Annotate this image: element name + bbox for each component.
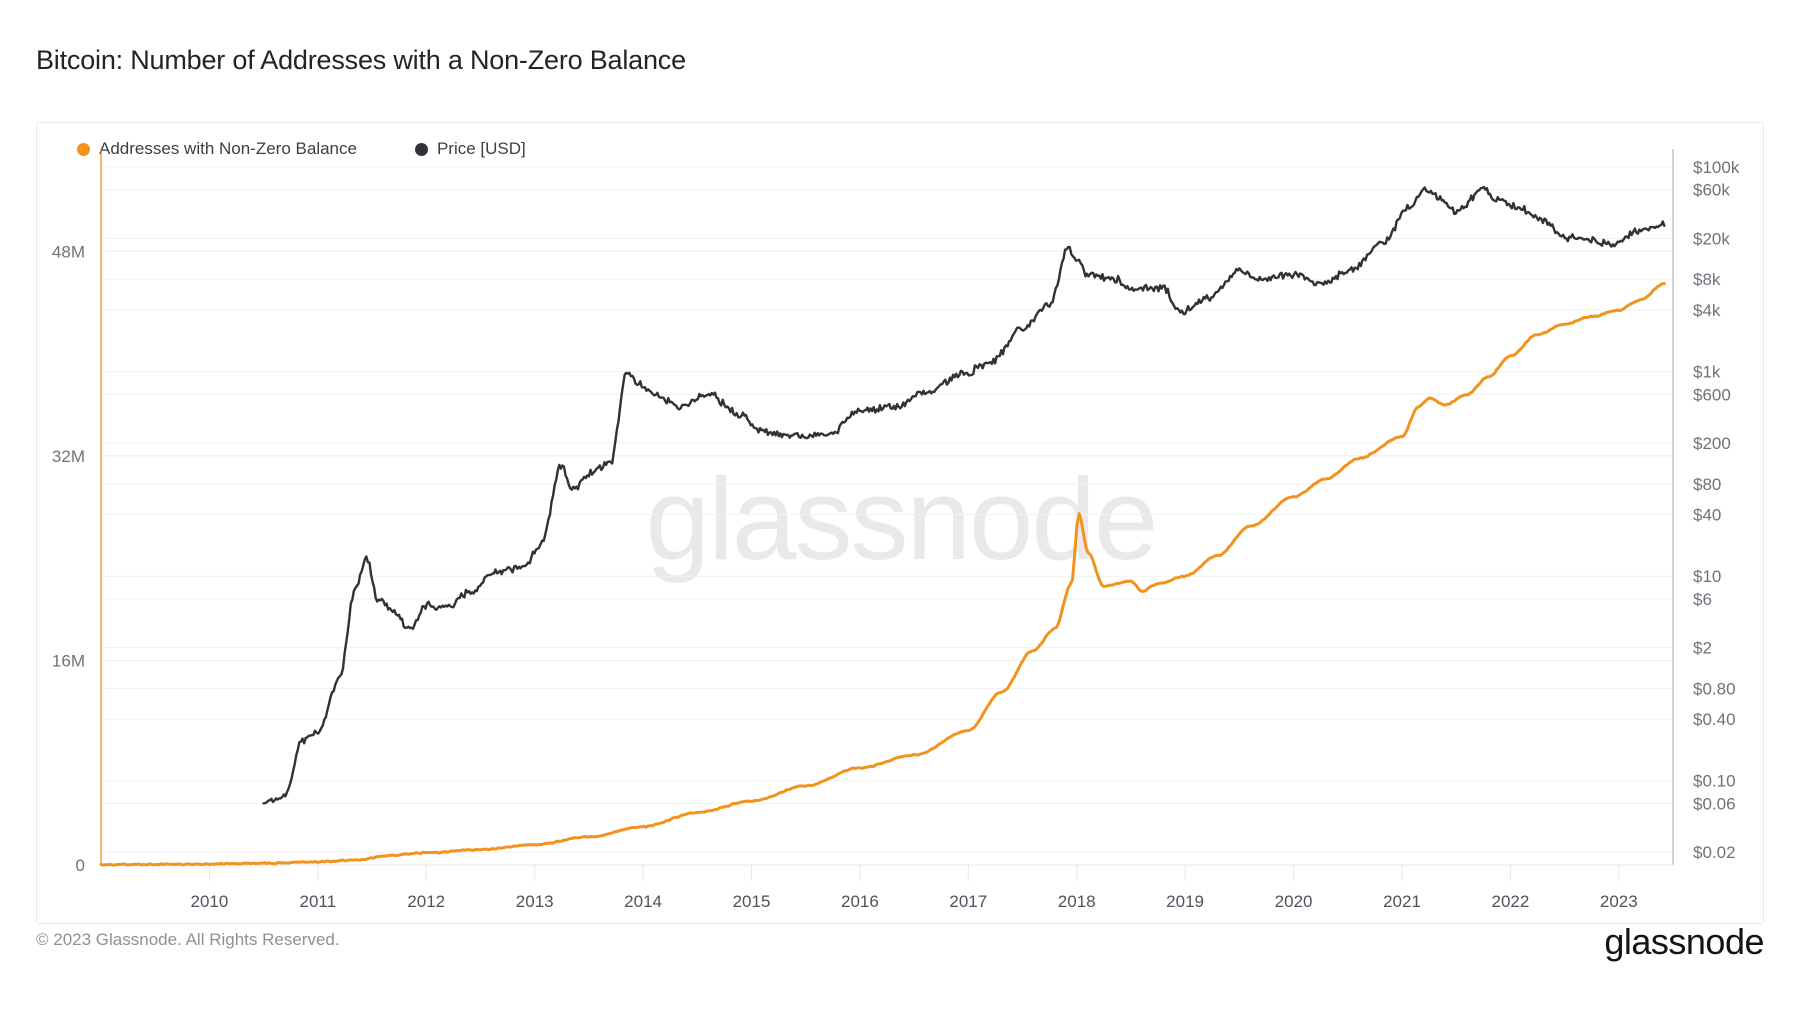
legend-item-price[interactable]: Price [USD] — [414, 139, 526, 159]
footer-copyright: © 2023 Glassnode. All Rights Reserved. — [36, 930, 340, 949]
plot-area[interactable]: glassnode 0 16M 32M 48M $0.02 $0.06 $0.10 $0.40… — [37, 123, 1765, 925]
svg-text:$600: $600 — [1693, 385, 1731, 404]
svg-text:$0.06: $0.06 — [1693, 794, 1736, 813]
svg-text:$6: $6 — [1693, 590, 1712, 609]
svg-text:48M: 48M — [52, 242, 85, 261]
page-title: Bitcoin: Number of Addresses with a Non-… — [36, 45, 686, 75]
svg-text:$0.10: $0.10 — [1693, 772, 1736, 791]
svg-text:$2: $2 — [1693, 639, 1712, 658]
circle-dot-icon — [414, 142, 428, 156]
svg-text:$20k: $20k — [1693, 230, 1730, 249]
svg-text:$0.02: $0.02 — [1693, 843, 1736, 862]
svg-text:16M: 16M — [52, 651, 85, 670]
svg-text:2021: 2021 — [1383, 892, 1421, 911]
svg-text:2020: 2020 — [1275, 892, 1313, 911]
svg-text:$100k: $100k — [1693, 158, 1740, 177]
legend-label-addresses: Addresses with Non-Zero Balance — [99, 139, 357, 158]
svg-text:2018: 2018 — [1058, 892, 1096, 911]
svg-text:2015: 2015 — [733, 892, 771, 911]
svg-text:$60k: $60k — [1693, 181, 1730, 200]
legend-item-addresses[interactable]: Addresses with Non-Zero Balance — [77, 139, 357, 159]
svg-text:2014: 2014 — [624, 892, 662, 911]
chart-svg: 0 16M 32M 48M $0.02 $0.06 $0.10 $0.40 $0.80 $2 $6 $… — [52, 149, 1740, 911]
svg-text:$10: $10 — [1693, 567, 1721, 586]
svg-text:$40: $40 — [1693, 506, 1721, 525]
svg-text:2023: 2023 — [1600, 892, 1638, 911]
svg-text:$0.40: $0.40 — [1693, 710, 1736, 729]
svg-text:$8k: $8k — [1693, 270, 1721, 289]
svg-text:2016: 2016 — [841, 892, 879, 911]
chart-legend: Addresses with Non-Zero Balance Price [U… — [77, 138, 526, 160]
svg-text:2013: 2013 — [516, 892, 554, 911]
svg-text:2019: 2019 — [1166, 892, 1204, 911]
legend-label-price: Price [USD] — [436, 139, 526, 158]
svg-text:$1k: $1k — [1693, 363, 1721, 382]
svg-text:2017: 2017 — [949, 892, 987, 911]
svg-text:$4k: $4k — [1693, 301, 1721, 320]
circle-dot-icon — [77, 142, 90, 156]
svg-text:0: 0 — [76, 856, 85, 875]
svg-text:$200: $200 — [1693, 434, 1731, 453]
svg-text:2011: 2011 — [300, 892, 337, 911]
svg-text:32M: 32M — [52, 447, 85, 466]
svg-text:2012: 2012 — [407, 892, 445, 911]
svg-text:2010: 2010 — [190, 892, 228, 911]
svg-text:2022: 2022 — [1491, 892, 1529, 911]
svg-text:$0.80: $0.80 — [1693, 679, 1736, 698]
svg-text:$80: $80 — [1693, 475, 1721, 494]
chart-card: Addresses with Non-Zero Balance Price [U… — [36, 122, 1764, 924]
glassnode-logo: glassnode — [1604, 921, 1764, 962]
